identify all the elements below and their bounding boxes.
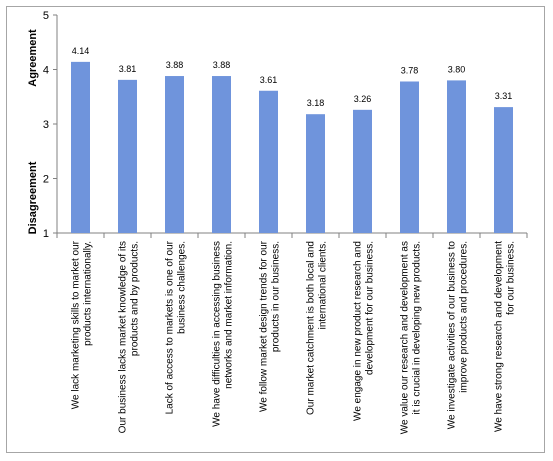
y-axis-title-agreement: Agreement (27, 29, 39, 87)
category-label-line: We have strong research and development (494, 241, 505, 432)
data-label: 3.26 (354, 94, 372, 104)
category-label-line: We follow market design trends for our (259, 240, 270, 412)
bar (118, 79, 137, 233)
bar (259, 90, 278, 233)
category-label-line: networks and market information. (224, 241, 235, 389)
category-label: Lack of access to markets is one of our b… (165, 240, 188, 414)
y-tick-label: 1 (43, 228, 49, 240)
category-label-line: products in our business. (271, 241, 282, 352)
bar (400, 81, 419, 234)
data-label: 3.88 (166, 60, 184, 70)
category-label-line: Our business lacks market knowledge of i… (118, 241, 129, 433)
labels: 4.14 We lack marketing skills to market o… (71, 46, 517, 434)
category-label: We follow market design trends for our pr… (259, 240, 282, 412)
data-label: 4.14 (72, 46, 90, 56)
category-label-line: products and by products. (130, 241, 141, 356)
data-label: 3.31 (495, 91, 513, 101)
y-axis-title-disagreement: Disagreement (27, 161, 39, 234)
data-label: 3.88 (213, 60, 231, 70)
category-label: We have strong research and development f… (494, 241, 517, 432)
category-label-line: development for our business. (365, 241, 376, 375)
category-label-line: Our market catchment is both local and (306, 241, 317, 415)
bar (165, 76, 184, 233)
category-label-line: We value our research and development as (400, 241, 411, 434)
category-label: We investigate activities of our busines… (447, 241, 470, 430)
y-tick-label: 2 (43, 174, 49, 186)
category-label: We engage in new product research and dev… (353, 241, 376, 421)
category-label-line: We engage in new product research and (353, 241, 364, 421)
category-label-line: We have difficulties in accessing busine… (212, 241, 223, 427)
category-label: We value our research and development as… (400, 241, 423, 434)
category-label: Our market catchment is both local and in… (306, 241, 329, 415)
category-label-line: products internationally. (83, 241, 94, 346)
bar (306, 114, 325, 233)
y-tick-label: 4 (43, 65, 49, 77)
y-tick-label: 5 (43, 10, 49, 22)
y-tick-label: 3 (43, 119, 49, 131)
category-label: We have difficulties in accessing busine… (212, 241, 235, 427)
category-label-line: improve products and procedures. (459, 241, 470, 393)
data-label: 3.78 (401, 65, 419, 75)
data-label: 3.80 (448, 64, 466, 74)
category-label-line: international clients. (318, 241, 329, 329)
data-label: 3.61 (260, 75, 278, 85)
bar (212, 76, 231, 233)
category-label-line: it is crucial in developing new products… (412, 241, 423, 414)
bar (71, 61, 90, 234)
data-label: 3.81 (119, 64, 137, 74)
category-label-line: Lack of access to markets is one of our (165, 240, 176, 414)
category-label-line: We lack marketing skills to market our (71, 240, 82, 409)
data-label: 3.18 (307, 98, 325, 108)
category-label-line: for our business. (506, 241, 517, 315)
category-label: We lack marketing skills to market our pr… (71, 240, 94, 409)
bar (494, 107, 513, 233)
bar (353, 109, 372, 233)
bars (71, 61, 513, 234)
category-label-line: We investigate activities of our busines… (447, 241, 458, 430)
category-label-line: business challenges. (177, 241, 188, 334)
category-label: Our business lacks market knowledge of i… (118, 241, 141, 433)
bar (447, 80, 466, 234)
